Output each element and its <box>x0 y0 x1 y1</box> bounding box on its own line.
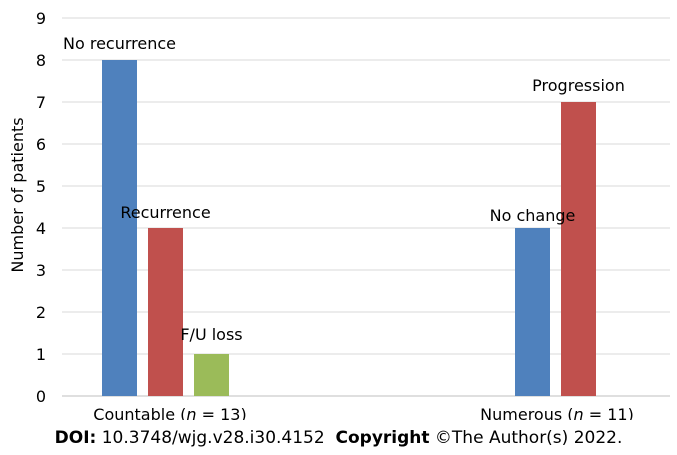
copyright-value: ©The Author(s) 2022. <box>434 428 623 448</box>
y-axis-label: Number of patients <box>8 117 27 272</box>
y-tick-label: 6 <box>36 135 46 154</box>
doi-label: DOI: <box>54 428 97 448</box>
y-axis-ticks: 0 1 2 3 4 5 6 7 8 9 <box>36 9 46 406</box>
figure-footer: DOI: 10.3748/wjg.v28.i30.4152 Copyright … <box>0 428 677 448</box>
copyright-label: Copyright <box>335 428 430 448</box>
bar <box>148 228 183 396</box>
y-tick-label: 9 <box>36 9 46 28</box>
bars <box>102 60 596 396</box>
y-tick-label: 2 <box>36 303 46 322</box>
y-tick-label: 1 <box>36 345 46 364</box>
bar-data-label: No change <box>490 206 576 225</box>
bar-data-label: Progression <box>532 76 625 95</box>
category-labels: Countable (n = 13) Numerous (n = 11) <box>93 405 634 420</box>
y-tick-label: 5 <box>36 177 46 196</box>
y-tick-label: 8 <box>36 51 46 70</box>
y-tick-label: 0 <box>36 387 46 406</box>
bar-chart: 0 1 2 3 4 5 6 7 8 9 No recurrence Recurrence F/U lo… <box>8 9 670 420</box>
y-tick-label: 7 <box>36 93 46 112</box>
bar <box>561 102 596 396</box>
x-category-label: Numerous (n = 11) <box>480 405 634 420</box>
bar-data-label: Recurrence <box>120 203 210 222</box>
bar <box>515 228 550 396</box>
x-category-label: Countable (n = 13) <box>93 405 246 420</box>
doi-value: 10.3748/wjg.v28.i30.4152 <box>101 428 325 448</box>
bar-data-label: F/U loss <box>180 325 242 344</box>
y-tick-label: 4 <box>36 219 46 238</box>
y-tick-label: 3 <box>36 261 46 280</box>
bar <box>102 60 137 396</box>
bar-labels: No recurrence Recurrence F/U loss No change… <box>63 34 625 344</box>
bar <box>194 354 229 396</box>
bar-data-label: No recurrence <box>63 34 176 53</box>
